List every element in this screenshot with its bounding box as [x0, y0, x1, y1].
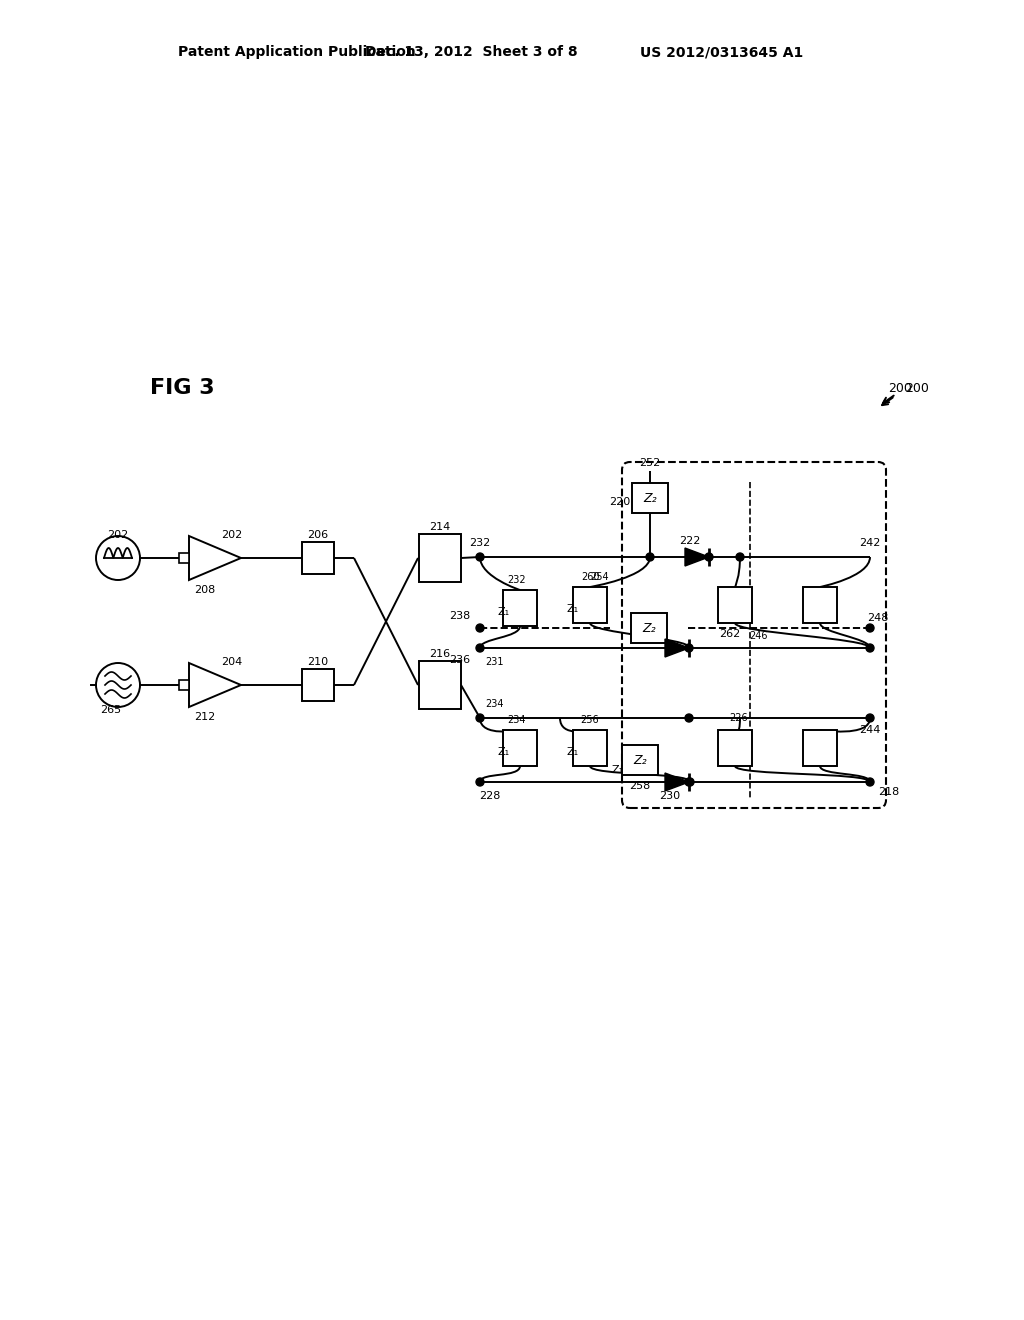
Circle shape	[685, 777, 693, 785]
Text: 222: 222	[679, 536, 700, 546]
Text: 254: 254	[591, 572, 609, 582]
Text: Patent Application Publication: Patent Application Publication	[178, 45, 416, 59]
Text: 232: 232	[469, 539, 490, 548]
Bar	[573, 730, 607, 766]
Text: 228: 228	[479, 791, 501, 801]
Text: 200: 200	[905, 381, 929, 395]
Circle shape	[476, 553, 484, 561]
Text: US 2012/0313645 A1: US 2012/0313645 A1	[640, 45, 803, 59]
Polygon shape	[665, 639, 689, 657]
Text: 265: 265	[100, 705, 121, 715]
Text: 216: 216	[429, 649, 451, 659]
Text: Z₁: Z₁	[612, 766, 624, 775]
Text: 262: 262	[720, 630, 740, 639]
Bar	[302, 669, 334, 701]
Text: 246: 246	[749, 631, 767, 642]
Text: Z₁: Z₁	[567, 747, 579, 756]
Bar	[803, 730, 837, 766]
Circle shape	[476, 714, 484, 722]
Bar	[302, 543, 334, 574]
Circle shape	[476, 777, 484, 785]
Text: 218: 218	[878, 787, 899, 797]
Text: 206: 206	[307, 531, 329, 540]
Text: 212: 212	[195, 711, 216, 722]
Bar	[632, 483, 668, 513]
Circle shape	[866, 714, 874, 722]
Text: 242: 242	[859, 539, 881, 548]
Text: 236: 236	[450, 655, 471, 665]
Circle shape	[705, 553, 713, 561]
Text: 220: 220	[609, 498, 631, 507]
Bar	[573, 587, 607, 623]
Text: Z₂: Z₂	[633, 754, 647, 767]
Text: 258: 258	[630, 781, 650, 791]
Circle shape	[685, 714, 693, 722]
Text: Dec. 13, 2012  Sheet 3 of 8: Dec. 13, 2012 Sheet 3 of 8	[365, 45, 578, 59]
Circle shape	[736, 553, 744, 561]
Polygon shape	[685, 548, 709, 566]
Text: 230: 230	[659, 791, 681, 801]
Text: 234: 234	[508, 715, 526, 725]
Text: Z₁: Z₁	[498, 607, 510, 616]
Text: 208: 208	[195, 585, 216, 595]
Text: 210: 210	[307, 657, 329, 667]
Text: FIG 3: FIG 3	[150, 378, 215, 399]
Text: Z₁: Z₁	[567, 605, 579, 614]
Bar	[503, 730, 537, 766]
Bar	[622, 744, 658, 775]
Bar	[419, 661, 461, 709]
Polygon shape	[665, 774, 689, 791]
Circle shape	[686, 777, 694, 785]
Bar	[179, 553, 189, 564]
Text: 252: 252	[639, 458, 660, 469]
Text: 256: 256	[581, 715, 599, 725]
Text: 200: 200	[888, 381, 912, 395]
Bar	[503, 590, 537, 626]
Text: 248: 248	[867, 612, 889, 623]
Text: Z₂: Z₂	[642, 622, 655, 635]
Circle shape	[685, 644, 693, 652]
Bar	[803, 587, 837, 623]
Text: 232: 232	[508, 576, 526, 585]
Bar	[631, 612, 667, 643]
Circle shape	[646, 553, 654, 561]
Circle shape	[476, 624, 484, 632]
Circle shape	[866, 644, 874, 652]
Text: 204: 204	[221, 657, 243, 667]
Bar	[718, 730, 752, 766]
Text: 202: 202	[108, 531, 129, 540]
Text: 244: 244	[859, 725, 881, 735]
Text: 226: 226	[730, 713, 749, 723]
Circle shape	[476, 644, 484, 652]
Text: 202: 202	[221, 531, 243, 540]
Text: 231: 231	[484, 657, 503, 667]
Circle shape	[866, 624, 874, 632]
Text: 260: 260	[581, 572, 599, 582]
Text: Z₂: Z₂	[643, 491, 656, 504]
Bar	[718, 587, 752, 623]
Text: 214: 214	[429, 521, 451, 532]
Text: 234: 234	[484, 700, 503, 709]
Circle shape	[866, 777, 874, 785]
Bar	[419, 535, 461, 582]
Text: Z₁: Z₁	[498, 747, 510, 756]
Bar	[179, 680, 189, 690]
Text: 238: 238	[450, 611, 471, 620]
